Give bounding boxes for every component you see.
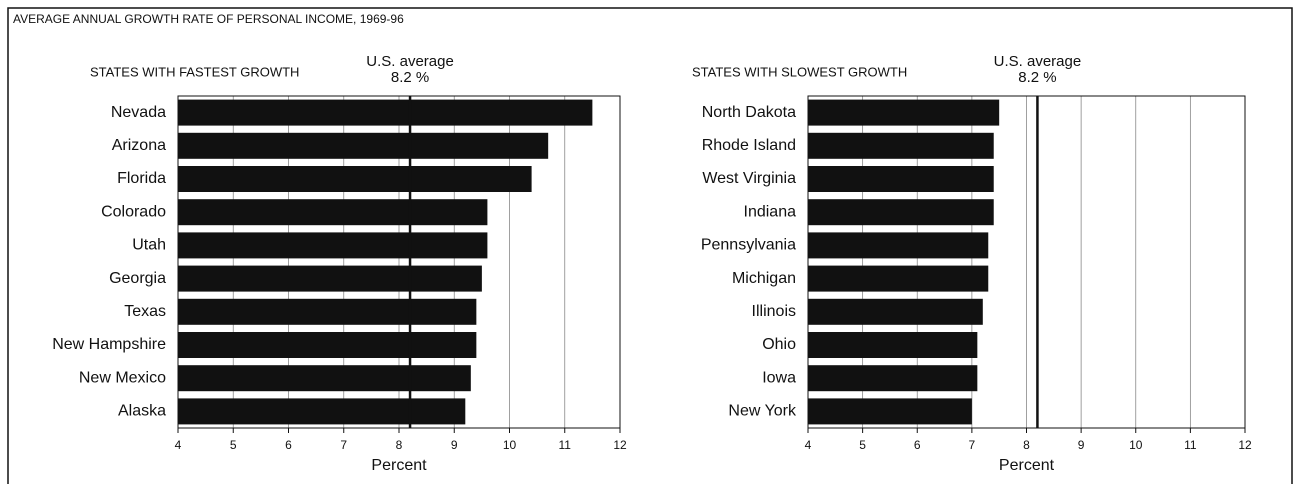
bar [178,232,488,259]
y-tick-label: New Hampshire [52,336,166,353]
y-tick-label: Georgia [109,270,166,287]
frame [7,7,1293,484]
bar [178,166,532,192]
x-tick-label: 7 [340,438,347,452]
y-tick-label: Ohio [762,336,796,353]
x-tick-label: 9 [451,438,458,452]
bar [178,365,471,392]
bar [178,199,488,226]
bar [808,365,978,392]
plot-frame [177,95,621,429]
x-tick-label: 4 [175,438,182,452]
bar [808,398,972,425]
y-tick-label: Utah [132,237,166,254]
panel-title: STATES WITH FASTEST GROWTH [90,64,299,79]
y-tick-label: Arizona [112,137,166,154]
bar [178,99,593,126]
x-tick-label: 8 [396,438,403,452]
y-tick-label: Colorado [101,203,166,220]
bar [178,332,477,358]
y-tick-label: New Mexico [79,369,166,386]
x-tick-label: 12 [1238,438,1252,452]
bar [808,132,994,159]
y-tick-label: West Virginia [702,170,796,187]
reference-label: U.S. average [994,53,1082,70]
x-axis-label: Percent [371,457,427,474]
reference-value: 8.2 % [391,69,429,86]
y-tick-label: Alaska [118,403,166,420]
reference-label: U.S. average [366,53,454,70]
bar [808,265,989,292]
y-tick-label: North Dakota [702,104,796,121]
bar [808,99,1000,126]
bar [808,166,994,192]
x-tick-label: 4 [805,438,812,452]
x-tick-label: 11 [559,438,572,452]
y-tick-label: Nevada [111,104,166,121]
bar [178,298,477,325]
y-tick-label: Illinois [752,303,796,320]
y-tick-label: Iowa [762,369,796,386]
y-tick-label: Texas [124,303,166,320]
bar [808,199,994,226]
y-tick-label: Rhode Island [702,137,796,154]
bar [178,132,549,159]
page-title: AVERAGE ANNUAL GROWTH RATE OF PERSONAL I… [13,12,404,26]
x-tick-label: 8 [1023,438,1030,452]
reference-value: 8.2 % [1018,69,1056,86]
y-tick-label: Pennsylvania [701,237,796,254]
x-tick-label: 5 [859,438,866,452]
x-tick-label: 9 [1078,438,1085,452]
x-tick-label: 6 [914,438,921,452]
x-tick-label: 7 [969,438,976,452]
plot-frame [807,95,1246,429]
x-tick-label: 11 [1184,438,1197,452]
y-tick-label: Florida [117,170,166,187]
y-tick-label: Indiana [744,203,797,220]
bar [808,232,989,259]
x-tick-label: 10 [1129,438,1143,452]
y-tick-label: Michigan [732,270,796,287]
bar [808,298,983,325]
x-tick-label: 12 [613,438,627,452]
bar [178,265,482,292]
x-axis-label: Percent [999,457,1055,474]
panel-title: STATES WITH SLOWEST GROWTH [692,64,907,79]
bar [808,332,978,358]
x-tick-label: 6 [285,438,292,452]
x-tick-label: 10 [503,438,517,452]
x-tick-label: 5 [230,438,237,452]
bar [178,398,466,425]
y-tick-label: New York [728,403,797,420]
